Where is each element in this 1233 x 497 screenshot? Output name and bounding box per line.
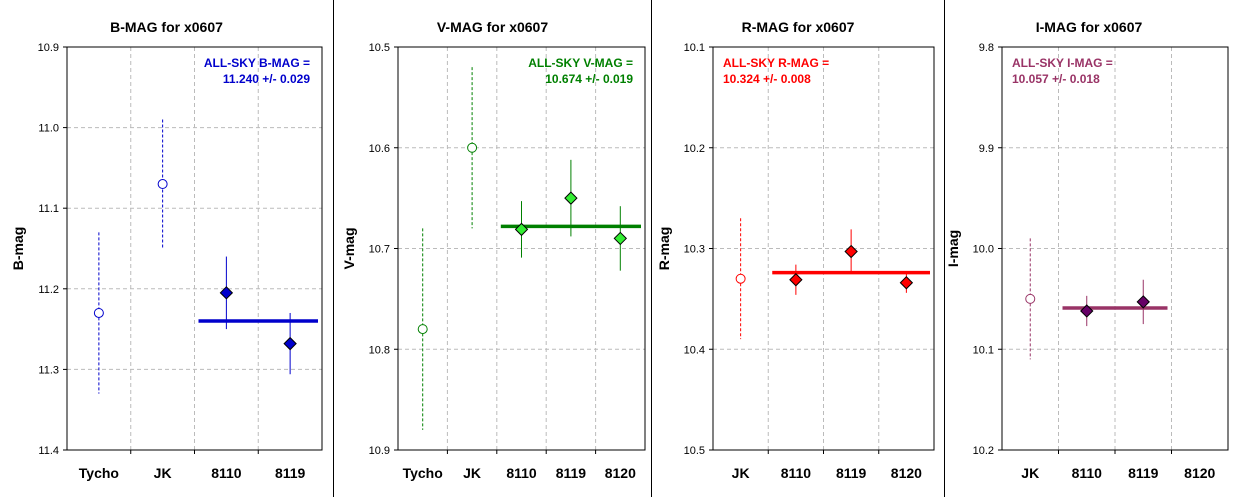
y-tick-label: 11.4 [38,445,59,457]
x-tick-label: 8110 [781,465,812,481]
plot-frame [66,46,323,451]
x-tick-label: 8120 [891,465,922,481]
data-point-diamond [564,191,578,205]
plot-area [67,47,322,450]
data-point-diamond [219,286,234,300]
annotation-line: 11.240 +/- 0.029 [223,72,310,86]
y-tick-label: 10.2 [973,445,994,457]
x-tick-label: 8110 [506,465,537,481]
data-point-diamond [613,231,628,246]
y-tick-label: 10.3 [684,244,705,256]
y-tick-label: 10.8 [369,344,390,356]
y-tick-label: 10.4 [684,344,705,356]
x-tick-label: Tycho [403,465,443,481]
data-point-diamond [899,276,914,290]
y-tick-label: 11.1 [38,203,59,215]
chart-title: V-MAG for x0607 [437,19,548,35]
y-tick-label: 11.2 [38,284,59,296]
chart-panel-1: B-MAG for x0607 10.9 11.0 11.1 11.2 11.3 11.4 T… [10,19,323,481]
x-tick-label: 8110 [1072,465,1103,481]
annotation-line: ALL-SKY B-MAG = [204,56,310,70]
x-tick-label: 8120 [605,465,636,481]
data-point-circle [417,324,428,335]
y-tick-label: 10.1 [973,344,994,356]
y-tick-label: 10.9 [38,42,59,54]
data-point-diamond [283,336,297,351]
plot-frame [712,46,935,451]
annotation-line: ALL-SKY I-MAG = [1012,56,1113,70]
x-tick-label: 8120 [1184,465,1215,481]
x-tick-label: Tycho [79,465,119,481]
annotation-line: 10.324 +/- 0.008 [723,72,811,86]
y-tick-label: 9.9 [979,143,994,155]
annotation-line: 10.674 +/- 0.019 [545,72,633,86]
x-tick-label: 8119 [1128,465,1159,481]
x-tick-label: JK [463,465,481,481]
x-tick-label: 8119 [275,465,306,481]
chart-panel-3: R-MAG for x0607 10.1 10.2 10.3 10.4 10.5 JK 811… [656,19,935,481]
data-point-diamond [514,222,529,237]
data-point-circle [467,142,478,153]
data-point-circle [1025,293,1036,304]
x-tick-label: 8110 [211,465,242,481]
x-tick-label: JK [1021,465,1039,481]
data-point-diamond [1080,304,1094,318]
y-tick-label: 10.1 [684,42,705,54]
y-axis-label: I-mag [945,230,961,267]
y-axis-label: V-mag [341,227,357,269]
annotation-line: ALL-SKY V-MAG = [528,56,633,70]
y-tick-label: 10.5 [369,42,390,54]
plot-frame [1001,46,1229,451]
y-tick-label: 9.8 [979,42,994,54]
y-tick-label: 10.9 [369,445,390,457]
chart-title: I-MAG for x0607 [1036,19,1143,35]
annotation-line: ALL-SKY R-MAG = [723,56,829,70]
y-tick-label: 10.6 [369,143,390,155]
x-tick-label: JK [732,465,750,481]
plot-frame [397,46,646,451]
chart-panel-2: V-MAG for x0607 10.5 10.6 10.7 10.8 10.9 Tycho… [341,19,646,481]
chart-title: B-MAG for x0607 [110,19,223,35]
y-tick-label: 10.7 [369,244,390,256]
chart-title: R-MAG for x0607 [742,19,855,35]
x-tick-label: 8119 [556,465,587,481]
x-tick-label: JK [154,465,172,481]
plot-area [713,47,934,450]
y-tick-label: 10.2 [684,143,705,155]
data-point-diamond [1136,295,1150,309]
y-axis-label: R-mag [656,227,672,271]
annotation-line: 10.057 +/- 0.018 [1012,72,1100,86]
data-point-circle [157,179,168,190]
y-tick-label: 11.3 [38,364,59,376]
y-axis-label: B-mag [10,227,26,271]
chart-panel-4: I-MAG for x0607 9.8 9.9 10.0 10.1 10.2 JK 8110 8… [945,19,1229,481]
data-point-circle [93,307,104,318]
data-point-circle [735,273,746,284]
y-tick-label: 11.0 [38,123,59,135]
y-tick-label: 10.5 [684,445,705,457]
y-tick-label: 10.0 [973,244,994,256]
data-point-diamond [789,273,803,287]
data-point-diamond [844,244,858,259]
x-tick-label: 8119 [836,465,867,481]
